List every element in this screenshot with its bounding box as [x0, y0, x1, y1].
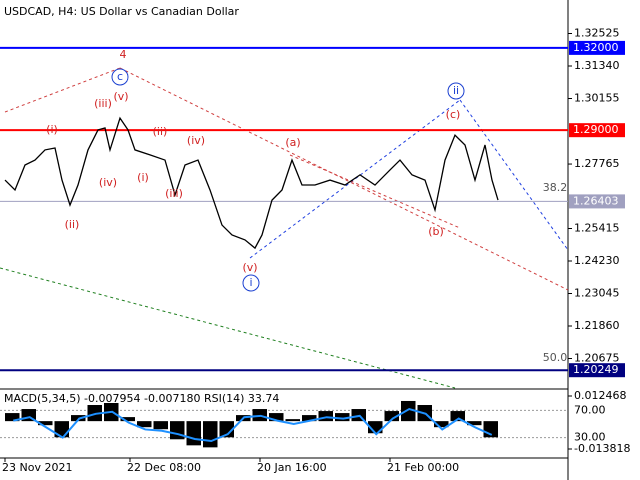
price-line: [4, 116, 499, 250]
x-tick-label: 21 Feb 00:00: [387, 461, 459, 474]
y-tick-label: 30.00: [574, 431, 606, 444]
y-tick-label: 1.27765: [574, 157, 620, 170]
level-label-box: [569, 194, 625, 209]
y-tick-label: 1.30155: [574, 91, 620, 104]
wave-label: 38.2: [543, 181, 568, 194]
x-tick-label: 23 Nov 2021: [2, 461, 72, 474]
macd-bar: [38, 421, 53, 426]
macd-bar: [467, 421, 482, 426]
trend-line: [0, 267, 456, 389]
wave-label: (b): [428, 225, 444, 238]
y-tick-label: 1.32525: [574, 26, 620, 39]
level-label-box: [569, 123, 625, 138]
wave-label: (a): [285, 136, 300, 149]
macd-bar: [120, 417, 135, 422]
macd-bar: [71, 415, 86, 422]
trend-line: [119, 67, 569, 291]
macd-bar: [302, 415, 317, 422]
wave-label: (c): [446, 108, 461, 121]
y-tick-label: 1.20675: [574, 352, 620, 365]
y-tick-label: 1.25415: [574, 222, 620, 235]
wave-label: (iii): [165, 187, 183, 200]
y-tick-label: 0.012468: [574, 389, 627, 402]
macd-bar: [401, 400, 416, 422]
wave-label: 50.0: [543, 351, 568, 364]
wave-label: (ii): [65, 218, 80, 231]
y-tick-label: 1.31340: [574, 59, 620, 72]
macd-bar: [335, 413, 350, 422]
x-tick-label: 20 Jan 16:00: [257, 461, 327, 474]
wave-circle: [111, 68, 129, 86]
macd-bar: [5, 413, 20, 422]
y-tick-label: -0.013818: [574, 442, 630, 455]
level-label-box: [569, 40, 625, 55]
macd-bar: [285, 419, 300, 422]
trend-line: [459, 99, 569, 251]
macd-bar: [269, 413, 284, 422]
level-label: 1.20249: [573, 363, 619, 376]
macd-bar: [450, 411, 465, 422]
wave-label: (ii): [153, 125, 168, 138]
wave-label: c: [117, 70, 123, 83]
level-label: 1.32000: [573, 41, 619, 54]
level-label: 1.29000: [573, 123, 619, 136]
wave-circle: [447, 82, 465, 100]
wave-label: (i): [46, 123, 58, 136]
wave-label: (v): [113, 90, 128, 103]
y-tick-label: 1.24230: [574, 254, 620, 267]
rsi-line: [13, 407, 493, 443]
macd-bar: [434, 421, 449, 428]
indicator-title: MACD(5,34,5) -0.007954 -0.007180 RSI(14)…: [4, 392, 279, 405]
wave-label: (v): [242, 261, 257, 274]
trend-line: [249, 99, 461, 259]
macd-bar: [170, 421, 185, 440]
wave-circle: [242, 274, 260, 292]
y-tick-label: 1.23045: [574, 287, 620, 300]
wave-label: i: [249, 276, 252, 289]
wave-label: (i): [137, 171, 149, 184]
y-tick-label: 1.21860: [574, 319, 620, 332]
wave-label: (iii): [94, 97, 112, 110]
macd-bar: [137, 421, 152, 428]
macd-bar: [318, 411, 333, 422]
macd-bar: [384, 411, 399, 422]
wave-label: 4: [120, 48, 127, 61]
macd-bar: [153, 421, 168, 430]
macd-bar: [186, 421, 201, 446]
channel-line: [289, 154, 461, 229]
wave-label: (iv): [187, 134, 205, 147]
level-label-box: [569, 363, 625, 378]
y-tick-label: 70.00: [574, 403, 606, 416]
wave-label: (iv): [99, 176, 117, 189]
wave-label: ii: [453, 84, 459, 97]
trend-line: [4, 67, 121, 113]
chart-title: USDCAD, H4: US Dollar vs Canadian Dollar: [4, 5, 239, 18]
macd-bar: [203, 421, 218, 448]
x-tick-label: 22 Dec 08:00: [127, 461, 201, 474]
macd-bar: [219, 421, 234, 438]
level-label: 1.26403: [573, 194, 619, 207]
